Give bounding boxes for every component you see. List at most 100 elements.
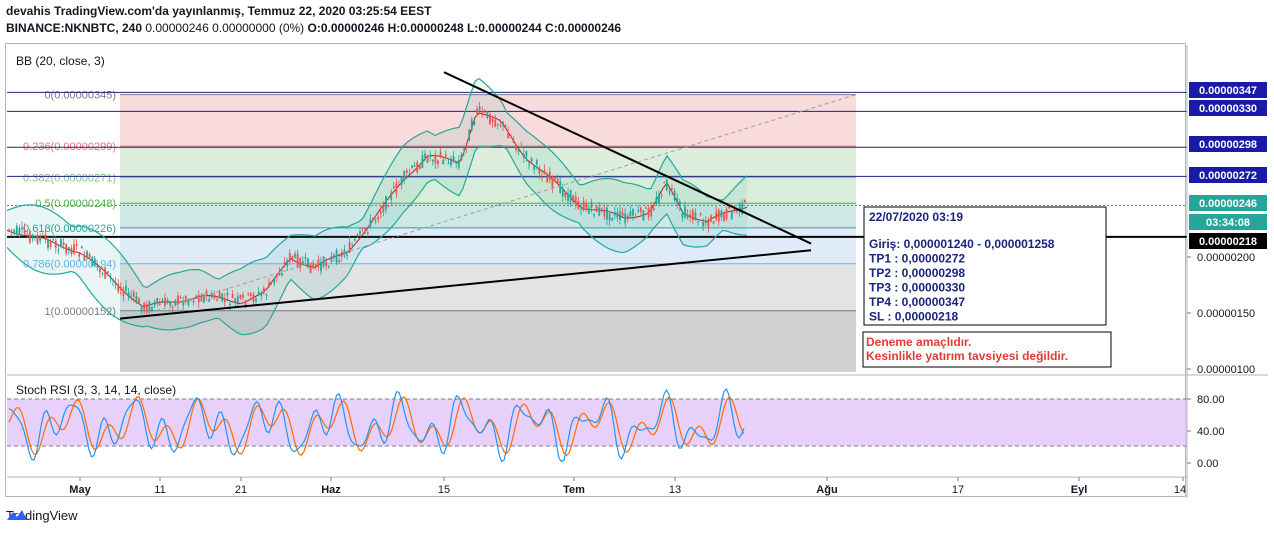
candle-body bbox=[499, 124, 502, 126]
candle-body bbox=[130, 295, 133, 297]
candle-body bbox=[408, 173, 411, 175]
candle-body bbox=[169, 302, 172, 306]
candle-body bbox=[119, 287, 122, 290]
candle-body bbox=[418, 165, 421, 169]
candle-body bbox=[668, 191, 671, 193]
candle-body bbox=[317, 259, 320, 268]
candle-body bbox=[665, 179, 668, 190]
candle-body bbox=[468, 129, 471, 141]
candle-body bbox=[93, 258, 96, 267]
candle-body bbox=[268, 282, 270, 288]
candle-body bbox=[684, 206, 686, 218]
candle-body bbox=[73, 244, 75, 254]
bollinger-basis bbox=[6, 112, 748, 307]
candle-body bbox=[195, 295, 198, 299]
candle-body bbox=[299, 257, 302, 268]
candle-body bbox=[15, 226, 18, 235]
candle-body bbox=[322, 256, 325, 267]
candle-body bbox=[525, 151, 528, 157]
candle-body bbox=[491, 118, 494, 122]
candle-body bbox=[741, 202, 744, 215]
fib-label: 0.382(0.00000271) bbox=[23, 172, 116, 184]
candle-body bbox=[291, 255, 294, 260]
candle-body bbox=[330, 256, 333, 262]
bollinger-band-fill bbox=[7, 78, 747, 335]
candle-body bbox=[509, 135, 512, 137]
candle-body bbox=[629, 211, 632, 217]
candle-body bbox=[704, 221, 707, 223]
candle-body bbox=[122, 290, 125, 297]
annotation-line: TP2 : 0,00000298 bbox=[869, 266, 965, 280]
chart-frame[interactable]: 0(0.00000345) 0.236(0.00000299) 0.382(0.00… bbox=[5, 43, 1268, 498]
candle-body bbox=[556, 178, 559, 184]
candle-body bbox=[374, 219, 377, 221]
candle-body bbox=[616, 212, 619, 218]
candle-body bbox=[286, 260, 289, 267]
candle-body bbox=[447, 163, 450, 165]
candle-body bbox=[723, 212, 725, 221]
candle-body bbox=[712, 221, 715, 224]
candle-body bbox=[333, 254, 335, 257]
bollinger-upper bbox=[6, 77, 748, 289]
candle-body bbox=[216, 299, 218, 301]
candle-body bbox=[689, 214, 692, 217]
price-label-box bbox=[1189, 100, 1267, 116]
candle-body bbox=[372, 217, 374, 221]
candle-body bbox=[382, 205, 385, 212]
candle-body bbox=[398, 184, 400, 186]
candle-body bbox=[598, 207, 601, 216]
candle-body bbox=[533, 165, 536, 170]
tradingview-footer[interactable]: TradingView bbox=[6, 508, 78, 523]
candle-body bbox=[725, 208, 728, 219]
candle-body bbox=[226, 292, 229, 296]
candle-body bbox=[671, 188, 673, 190]
candle-body bbox=[691, 210, 694, 221]
candle-body bbox=[218, 291, 221, 299]
candle-body bbox=[720, 210, 723, 218]
disclaimer-line2: Kesinlikle yatırım tavsiyesi değildir. bbox=[866, 349, 1068, 363]
time-tick-label: 11 bbox=[154, 484, 165, 496]
candle-body bbox=[463, 148, 465, 151]
candle-body bbox=[541, 176, 543, 178]
candle-body bbox=[392, 186, 395, 189]
fib-label: 1(0.00000152) bbox=[44, 306, 116, 318]
candle-body bbox=[411, 165, 413, 168]
candle-body bbox=[554, 177, 556, 180]
candle-body bbox=[538, 168, 541, 174]
candle-body bbox=[41, 234, 44, 237]
chart-canvas[interactable]: 0(0.00000345)0.236(0.00000299)0.382(0.00… bbox=[1, 1, 1269, 501]
candle-body bbox=[31, 234, 34, 238]
candle-body bbox=[36, 234, 39, 244]
candle-body bbox=[242, 294, 244, 298]
candle-body bbox=[221, 293, 224, 301]
candle-body bbox=[574, 196, 577, 205]
candle-body bbox=[572, 195, 575, 203]
price-label: 0.00000298 bbox=[1199, 139, 1257, 151]
candle-body bbox=[613, 211, 616, 216]
candle-body bbox=[156, 298, 159, 303]
candle-body bbox=[621, 212, 624, 216]
candle-body bbox=[231, 293, 234, 298]
candle-body bbox=[281, 272, 283, 276]
candle-body bbox=[361, 227, 364, 229]
candle-body bbox=[23, 229, 26, 234]
candle-body bbox=[184, 295, 187, 301]
candle-body bbox=[257, 291, 260, 295]
candle-body bbox=[10, 229, 13, 231]
candle-body bbox=[390, 192, 393, 200]
candle-body bbox=[522, 154, 525, 158]
candle-body bbox=[507, 132, 510, 139]
publisher-text: devahis TradingView.com'da yayınlanmış, … bbox=[6, 4, 432, 18]
candle-body bbox=[166, 299, 169, 304]
candle-body bbox=[44, 234, 47, 240]
candle-body bbox=[608, 213, 611, 221]
candle-body bbox=[450, 160, 452, 166]
candle-body bbox=[67, 247, 70, 250]
candle-body bbox=[244, 300, 247, 307]
candle-body bbox=[145, 304, 148, 313]
candle-body bbox=[239, 294, 242, 299]
candle-body bbox=[694, 212, 697, 221]
candle-body bbox=[161, 299, 164, 303]
candle-body bbox=[54, 240, 57, 248]
candle-body bbox=[512, 139, 515, 143]
